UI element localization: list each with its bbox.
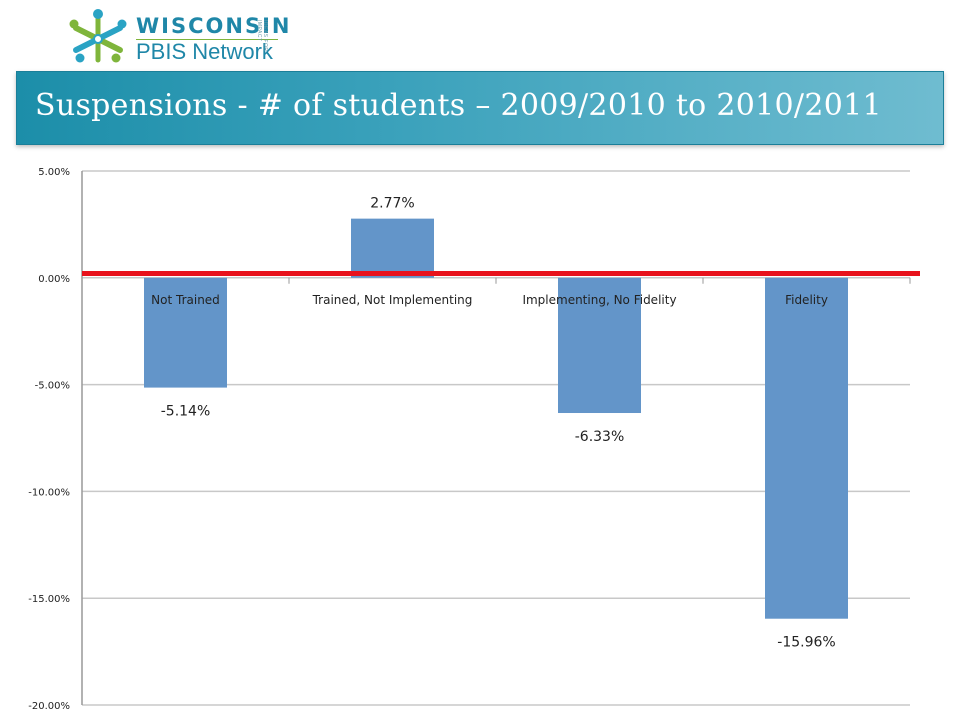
logo-divider [136, 39, 278, 40]
chart-axes [81, 171, 911, 705]
y-tick-label: -20.00% [28, 701, 70, 712]
y-tick-label: -10.00% [28, 487, 70, 498]
bar [351, 218, 434, 278]
y-tick-label: 5.00% [38, 167, 70, 178]
logo-wordmark-top: WISCONSIN [136, 14, 292, 38]
category-label: Not Trained [151, 293, 220, 307]
data-label: -6.33% [575, 429, 625, 445]
category-label: Trained, Not Implementing [312, 293, 473, 307]
chart-bars [144, 218, 848, 619]
logo-tagline: IDEAS FOR IMPACT [256, 20, 268, 52]
people-network-icon [69, 9, 127, 63]
y-tick-label: 0.00% [38, 274, 70, 285]
bar-chart: 5.00% 0.00% -5.00% -10.00% -15.00% -20.00% Not… [28, 167, 920, 712]
slide-title: Suspensions - # of students – 2009/2010 … [35, 88, 882, 123]
category-label: Implementing, No Fidelity [522, 293, 676, 307]
data-label: -5.14% [161, 404, 211, 420]
chart-labels: 5.00% 0.00% -5.00% -10.00% -15.00% -20.00% Not… [28, 167, 835, 712]
logo-wordmark-bottom: PBIS Network [136, 39, 273, 64]
bar [765, 277, 848, 619]
y-tick-label: -15.00% [28, 594, 70, 605]
data-label: 2.77% [370, 196, 414, 212]
category-label: Fidelity [785, 293, 828, 307]
title-banner: Suspensions - # of students – 2009/2010 … [16, 71, 944, 145]
data-label: -15.96% [777, 635, 835, 651]
bar [558, 277, 641, 414]
bar [144, 277, 227, 388]
y-tick-label: -5.00% [35, 381, 70, 392]
wisconsin-pbis-logo: WISCONSIN PBIS Network IDEAS FOR IMPACT [66, 6, 296, 70]
